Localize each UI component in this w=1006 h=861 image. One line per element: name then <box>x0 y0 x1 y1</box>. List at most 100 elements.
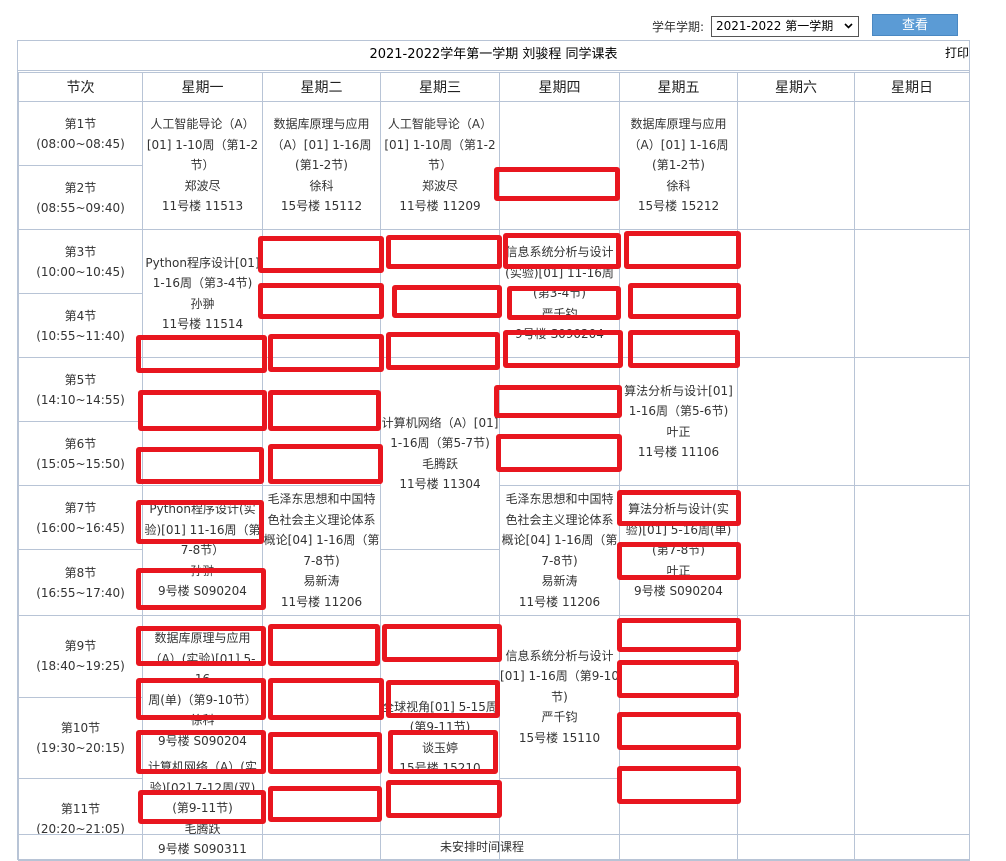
period-time: (08:55~09:40) <box>36 200 125 215</box>
empty-cell <box>737 357 855 486</box>
header-friday: 星期五 <box>619 72 738 102</box>
course-line: 孙翀 <box>190 296 215 311</box>
empty-cell <box>854 485 970 616</box>
header-monday: 星期一 <box>142 72 263 102</box>
redaction-box <box>136 626 266 666</box>
course-line: 数据库原理与应用 <box>154 631 251 645</box>
period-name: 第2节 <box>64 180 97 195</box>
course-line: 毛腾跃 <box>421 456 458 471</box>
redaction-box <box>136 447 264 484</box>
toolbar: 学年学期: 2021-2022 第一学期 查看 <box>0 0 1006 40</box>
period-time: (16:55~17:40) <box>36 585 125 600</box>
course-line: 周(单)（第9-10节） <box>148 692 257 707</box>
chevron-down-icon <box>842 19 855 32</box>
period-name: 第8节 <box>64 565 97 580</box>
redaction-box <box>136 500 264 544</box>
course-line: 11号楼 11209 <box>399 199 481 214</box>
redaction-box <box>258 283 384 319</box>
course-line: 算法分析与设计(实 <box>628 502 729 517</box>
redaction-box <box>268 732 382 774</box>
redaction-box <box>496 434 622 472</box>
course-line: 概论[04] 1-16周（第 <box>501 533 618 547</box>
course-cell[interactable]: 毛泽东思想和中国特 色社会主义理论体系 概论[04] 1-16周（第 7-8节) 易新涛… <box>499 485 620 616</box>
table-row: 第2节 (08:55~09:40) <box>18 165 970 230</box>
course-cell[interactable]: 毛泽东思想和中国特 色社会主义理论体系 概论[04] 1-16周（第 7-8节) 易新涛… <box>262 485 381 616</box>
period-cell: 第11节 (20:20~21:05) <box>18 778 143 861</box>
redaction-box <box>617 766 741 804</box>
header-row: 节次 星期一 星期二 星期三 星期四 星期五 星期六 星期日 <box>18 72 970 102</box>
query-button[interactable]: 查看 <box>872 14 958 36</box>
table-row: 第1节 (08:00~08:45) 人工智能导论（A） [01] 1-10周（第1-… <box>18 101 970 230</box>
course-cell[interactable]: 算法分析与设计[01] 1-16周（第5-6节) 叶正 11号楼 11106 <box>619 357 738 486</box>
footer-divider <box>18 834 969 847</box>
period-name: 第1节 <box>64 116 97 131</box>
schedule-table: 节次 星期一 星期二 星期三 星期四 星期五 星期六 星期日 第1节 (08:00… <box>18 72 970 861</box>
term-select[interactable]: 2021-2022 第一学期 <box>711 16 859 37</box>
redaction-box <box>386 680 500 718</box>
course-cell[interactable]: 人工智能导论（A） [01] 1-10周（第1-2 节） 郑波尽 11号楼 11513 <box>142 101 263 230</box>
course-line: 谈玉婷 <box>421 740 458 755</box>
course-line: 15号楼 15110 <box>518 730 601 745</box>
redaction-box <box>503 233 621 269</box>
redaction-box <box>494 385 622 418</box>
redaction-box <box>136 730 266 774</box>
period-name: 第4节 <box>64 308 97 323</box>
course-line: 7-8节） <box>180 543 225 558</box>
course-line: 11号楼 11514 <box>161 317 244 331</box>
redaction-box <box>258 236 384 273</box>
course-cell[interactable]: 全球视角[01] 5-15周 (第9-11节) 谈玉婷 15号楼 15210 <box>380 615 500 861</box>
header-sunday: 星期日 <box>854 72 970 102</box>
print-link[interactable]: 打印 <box>945 46 970 60</box>
course-line: 15号楼 15112 <box>280 199 363 214</box>
empty-cell <box>854 229 970 358</box>
course-cell[interactable]: Python程序设计(实 验)[01] 11-16周（第 7-8节） 孙翀 9号楼 S0… <box>142 485 263 616</box>
empty-cell <box>737 229 855 358</box>
redaction-box <box>268 624 380 666</box>
period-cell: 第4节 (10:55~11:40) <box>18 293 143 358</box>
course-line: 11号楼 11206 <box>518 594 601 609</box>
period-time: (15:05~15:50) <box>36 456 125 471</box>
period-time: (08:00~08:45) <box>36 136 125 151</box>
period-time: (20:20~21:05) <box>36 822 125 837</box>
course-line: 人工智能导论（A） <box>150 117 255 132</box>
header-period: 节次 <box>18 72 143 102</box>
period-cell: 第7节 (16:00~16:45) <box>18 485 143 550</box>
redaction-box <box>268 444 383 484</box>
period-name: 第3节 <box>64 244 97 259</box>
course-line: 验)[01] 11-16周（第 <box>144 522 261 537</box>
course-line: 色社会主义理论体系 <box>505 512 614 527</box>
course-cell[interactable]: 人工智能导论（A） [01] 1-10周（第1-2 节） 郑波尽 11号楼 11209 <box>380 101 500 230</box>
period-name: 第5节 <box>64 372 97 387</box>
course-line: 1-16周（第5-6节) <box>628 404 729 418</box>
course-line: (实验)[01] 11-16周 <box>505 265 614 280</box>
course-line: 算法分析与设计[01] <box>624 383 733 398</box>
course-cell[interactable]: 数据库原理与应用 （A）[01] 1-16周 (第1-2节) 徐科 15号楼 15112 <box>262 101 381 230</box>
course-cell[interactable]: 信息系统分析与设计 (实验)[01] 11-16周 (第3-4节) 严千钧 9号楼 S0… <box>499 229 620 358</box>
empty-cell <box>854 101 970 230</box>
course-line: [01] 1-10周（第1-2 <box>146 137 259 152</box>
course-line: 节） <box>427 158 452 173</box>
redaction-box <box>268 334 384 372</box>
table-row: 第4节 (10:55~11:40) <box>18 293 970 358</box>
period-cell: 第5节 (14:10~14:55) <box>18 357 143 422</box>
redaction-box <box>617 490 741 526</box>
period-name: 第6节 <box>64 436 97 451</box>
course-line: 郑波尽 <box>184 178 221 193</box>
redaction-box <box>617 712 741 750</box>
period-time: (10:00~10:45) <box>36 264 125 279</box>
course-line: 1-16周（第3-4节) <box>152 276 253 290</box>
course-cell[interactable]: 信息系统分析与设计 [01] 1-16周（第9-10 节) 严千钧 15号楼 15110 <box>499 615 620 779</box>
course-line: 9号楼 S090204 <box>158 733 247 748</box>
redaction-box <box>617 542 741 580</box>
table-row: 第6节 (15:05~15:50) <box>18 421 970 486</box>
period-time: (10:55~11:40) <box>36 328 125 343</box>
header-tuesday: 星期二 <box>262 72 381 102</box>
redaction-box <box>392 285 502 318</box>
empty-cell <box>854 615 970 861</box>
header-thursday: 星期四 <box>499 72 620 102</box>
redaction-box <box>388 730 498 774</box>
course-cell[interactable]: 数据库原理与应用 （A）[01] 1-16周 (第1-2节) 徐科 15号楼 15212 <box>619 101 738 230</box>
period-time: (14:10~14:55) <box>36 392 125 407</box>
redaction-box <box>136 568 266 610</box>
course-cell[interactable]: 计算机网络（A）[01] 1-16周（第5-7节) 毛腾跃 11号楼 11304 <box>380 357 500 550</box>
